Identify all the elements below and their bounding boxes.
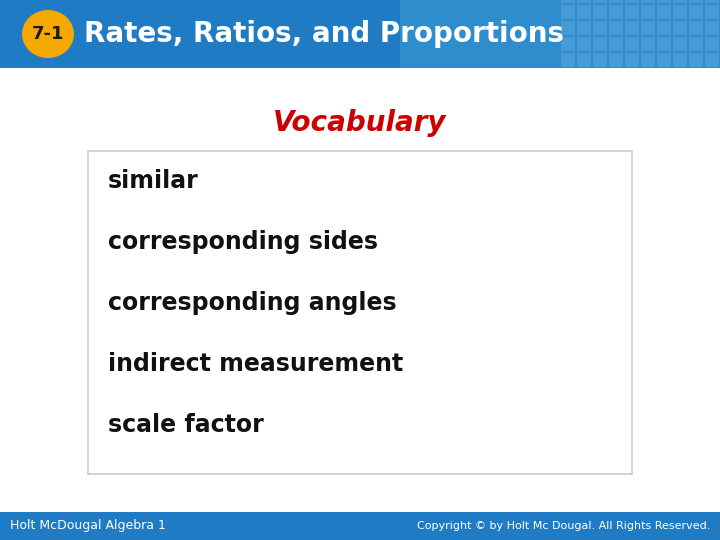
Bar xyxy=(561,53,575,67)
Bar xyxy=(88,151,632,474)
Bar xyxy=(689,37,703,51)
Bar xyxy=(561,37,575,51)
Bar xyxy=(673,0,687,3)
Text: 7-1: 7-1 xyxy=(32,25,64,43)
Bar xyxy=(577,21,591,35)
Bar xyxy=(593,37,607,51)
Text: Rates, Ratios, and Proportions: Rates, Ratios, and Proportions xyxy=(84,20,564,48)
Bar xyxy=(577,53,591,67)
Bar xyxy=(593,5,607,19)
Bar xyxy=(641,37,655,51)
Bar xyxy=(577,37,591,51)
Bar xyxy=(561,0,575,3)
Bar xyxy=(625,21,639,35)
Bar xyxy=(689,5,703,19)
Bar xyxy=(705,0,719,3)
Bar xyxy=(641,0,655,3)
Bar xyxy=(705,21,719,35)
Bar xyxy=(593,53,607,67)
Bar xyxy=(561,21,575,35)
Bar xyxy=(625,0,639,3)
Bar xyxy=(689,0,703,3)
Bar xyxy=(641,21,655,35)
Bar xyxy=(689,21,703,35)
Bar xyxy=(641,53,655,67)
Bar xyxy=(657,21,671,35)
Bar xyxy=(673,53,687,67)
Bar xyxy=(673,37,687,51)
Bar xyxy=(657,53,671,67)
Bar xyxy=(593,0,607,3)
Bar xyxy=(689,53,703,67)
Text: indirect measurement: indirect measurement xyxy=(108,352,403,376)
Bar xyxy=(657,0,671,3)
Text: similar: similar xyxy=(108,169,199,193)
Bar xyxy=(673,21,687,35)
Bar xyxy=(673,5,687,19)
Bar xyxy=(0,0,720,68)
Text: scale factor: scale factor xyxy=(108,413,264,437)
Ellipse shape xyxy=(22,10,74,58)
Bar xyxy=(625,5,639,19)
Bar xyxy=(609,37,623,51)
Bar xyxy=(577,5,591,19)
Bar xyxy=(705,5,719,19)
Bar xyxy=(609,53,623,67)
Bar xyxy=(641,5,655,19)
Bar xyxy=(625,37,639,51)
Bar xyxy=(593,21,607,35)
Bar xyxy=(705,37,719,51)
Text: corresponding angles: corresponding angles xyxy=(108,291,397,315)
Bar xyxy=(625,53,639,67)
Bar xyxy=(609,21,623,35)
Text: Copyright © by Holt Mc Dougal. All Rights Reserved.: Copyright © by Holt Mc Dougal. All Right… xyxy=(417,521,710,531)
Bar xyxy=(609,0,623,3)
Bar xyxy=(0,512,720,540)
Bar xyxy=(577,0,591,3)
Bar xyxy=(400,0,720,68)
Bar xyxy=(561,5,575,19)
Bar xyxy=(705,53,719,67)
Bar xyxy=(657,37,671,51)
Bar xyxy=(657,5,671,19)
Bar xyxy=(609,5,623,19)
Text: Vocabulary: Vocabulary xyxy=(274,109,446,137)
Text: corresponding sides: corresponding sides xyxy=(108,230,378,254)
Text: Holt McDougal Algebra 1: Holt McDougal Algebra 1 xyxy=(10,519,166,532)
